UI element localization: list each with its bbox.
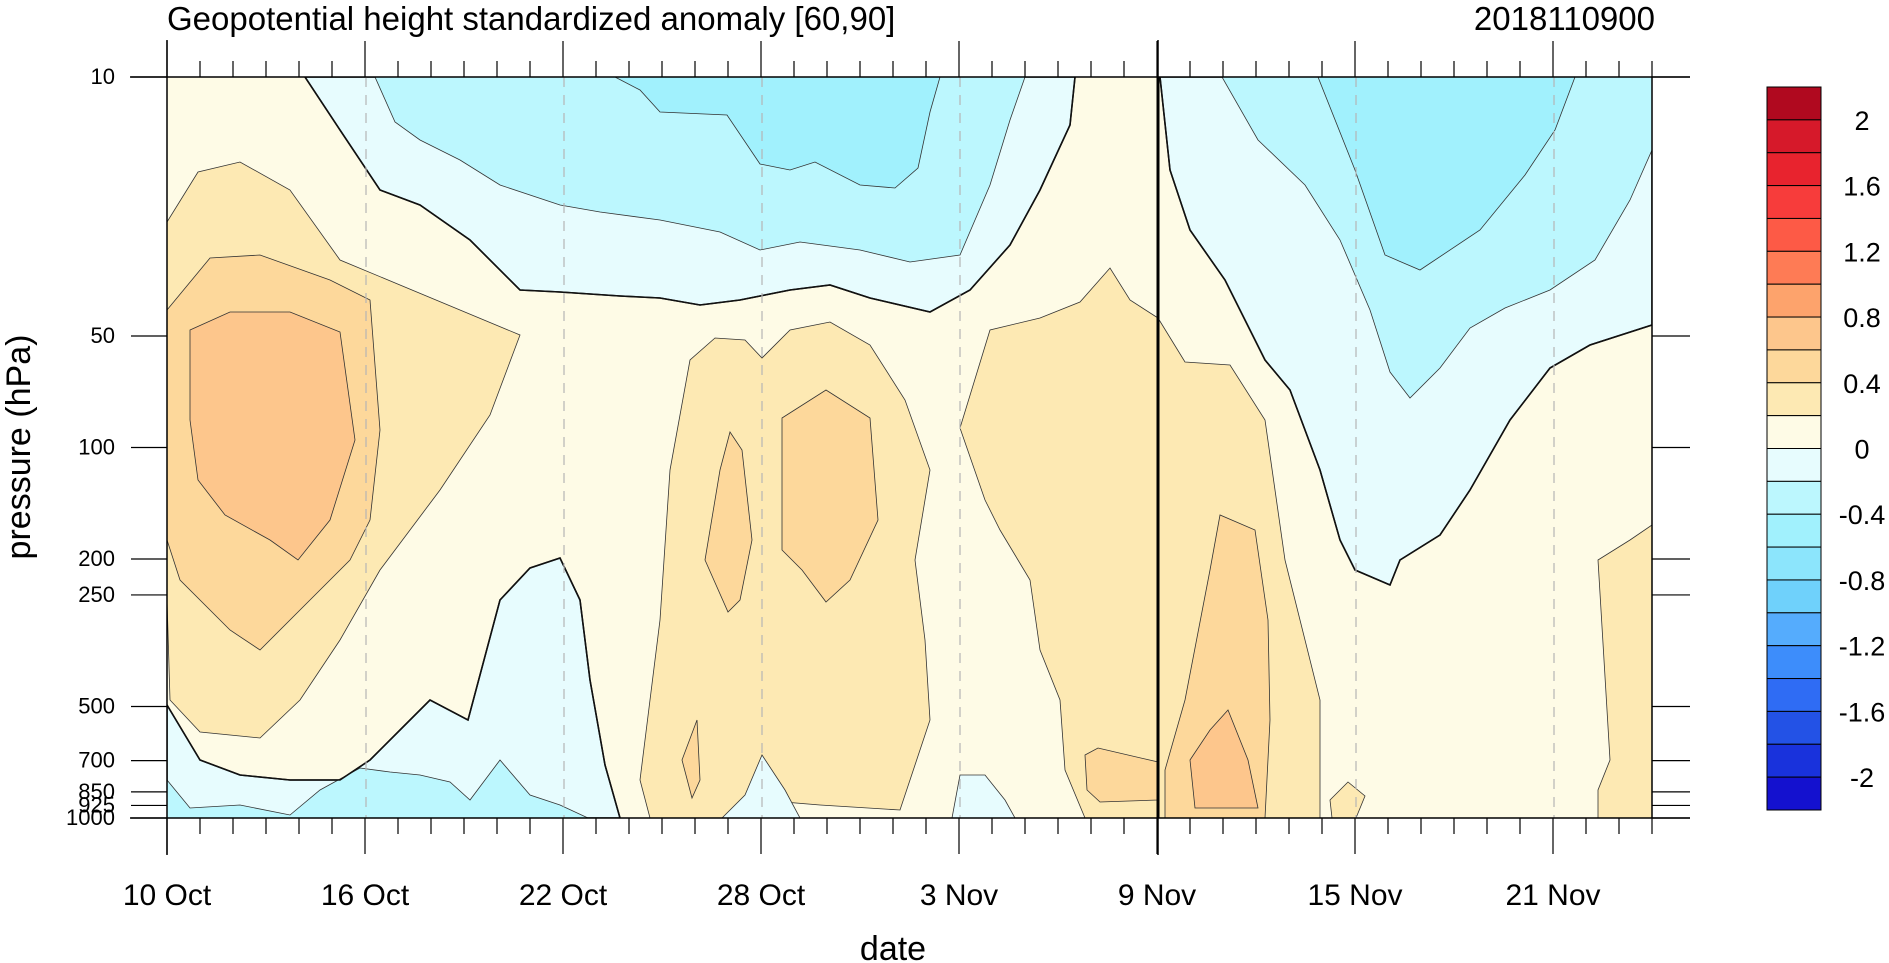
colorbar-swatch — [1766, 152, 1822, 187]
colorbar-tick-label: 0 — [1854, 435, 1869, 465]
colorbar-swatch — [1766, 480, 1822, 515]
colorbar-swatch — [1766, 579, 1822, 614]
zero-contour-line-right — [1159, 77, 1652, 587]
contour-band-negative-0.6-top — [614, 77, 941, 189]
y-tick-label: 100 — [78, 435, 115, 460]
colorbar-swatch — [1766, 546, 1822, 581]
colorbar-swatch — [1766, 382, 1822, 417]
chart-date-stamp: 2018110900 — [1473, 0, 1655, 37]
contour-band-positive-0.6-post — [1189, 709, 1259, 809]
colorbar-swatch — [1766, 283, 1822, 318]
colorbar-tick-label: 0.4 — [1843, 369, 1881, 399]
x-tick-label: 9 Nov — [1118, 879, 1196, 912]
colorbar-swatch — [1766, 743, 1822, 778]
x-tick-label: 21 Nov — [1505, 879, 1600, 912]
colorbar-swatch — [1766, 678, 1822, 712]
contour-band-positive-0.4-mid-c — [681, 719, 701, 800]
chart-title: Geopotential height standardized anomaly… — [167, 0, 896, 37]
contour-band-negative-0.6-right — [1317, 77, 1576, 271]
y-tick-label: 700 — [78, 748, 115, 773]
y-tick-label: 1000 — [66, 805, 115, 830]
colorbar-swatch — [1766, 250, 1822, 285]
x-axis-tick-labels: 10 Oct 16 Oct 22 Oct 28 Oct 3 Nov 9 Nov 15 Nov… — [123, 879, 1601, 912]
contour-band-positive-0.2-nov — [959, 267, 1159, 818]
colorbar-tick-label: -1.2 — [1839, 632, 1886, 662]
contour-band-negative-0.2-bottom-mid — [721, 754, 801, 818]
colorbar-swatch — [1766, 217, 1822, 252]
vertical-gridlines — [365, 77, 1555, 818]
y-tick-label: 200 — [78, 546, 115, 571]
colorbar-tick-label: -2 — [1850, 763, 1874, 793]
y-axis-ticks — [131, 76, 1690, 819]
colorbar — [1766, 86, 1822, 811]
contour-field — [167, 77, 1652, 818]
colorbar-tick-label: 1.6 — [1843, 172, 1881, 202]
contour-band-negative-0.4-bottom — [167, 759, 589, 818]
contour-band-positive-0.2-small — [1329, 781, 1366, 818]
colorbar-swatch — [1766, 776, 1822, 811]
contour-band-positive-0.4-post — [1164, 514, 1271, 818]
contour-band-positive-0.2-far-right — [1597, 524, 1652, 818]
colorbar-swatch — [1766, 710, 1822, 745]
contour-band-positive-0.4-mid-b — [781, 389, 879, 603]
colorbar-swatch — [1766, 645, 1822, 680]
x-axis-ticks — [166, 41, 1653, 854]
colorbar-swatch — [1766, 415, 1822, 449]
y-tick-label: 500 — [78, 693, 115, 718]
colorbar-tick-label: 1.2 — [1843, 237, 1881, 267]
x-tick-label: 3 Nov — [920, 879, 998, 912]
contour-band-positive-0.2-mid — [639, 321, 931, 818]
colorbar-tick-label: -0.4 — [1839, 500, 1886, 530]
colorbar-tick-label: 0.8 — [1843, 303, 1881, 333]
colorbar-tick-label: 2 — [1854, 106, 1869, 136]
y-tick-label: 250 — [78, 582, 115, 607]
y-tick-label: 10 — [91, 64, 115, 89]
x-tick-label: 10 Oct — [123, 879, 212, 912]
colorbar-tick-labels: 2 1.6 1.2 0.8 0.4 0 -0.4 -0.8 -1.2 -1.6 -2 — [1839, 106, 1886, 793]
colorbar-swatch — [1766, 185, 1822, 219]
contour-band-negative-0.2-bottom-nov — [951, 774, 1016, 818]
zero-contour-line-top — [304, 77, 1076, 313]
x-tick-label: 15 Nov — [1307, 879, 1402, 912]
y-tick-label: 925 — [78, 792, 115, 817]
contour-band-positive-0.6-left — [189, 311, 356, 561]
colorbar-tick-label: -0.8 — [1839, 566, 1886, 596]
y-tick-label: 850 — [78, 779, 115, 804]
zero-contour-line-bottom — [167, 557, 621, 818]
colorbar-tick-label: -1.6 — [1839, 697, 1886, 727]
x-tick-label: 22 Oct — [519, 879, 608, 912]
y-axis-label: pressure (hPa) — [0, 335, 38, 560]
colorbar-swatch — [1766, 448, 1822, 482]
colorbar-swatch — [1766, 349, 1822, 384]
x-tick-label: 28 Oct — [717, 879, 806, 912]
colorbar-swatch — [1766, 513, 1822, 548]
colorbar-swatch — [1766, 612, 1822, 647]
y-tick-label: 50 — [91, 323, 115, 348]
x-tick-label: 16 Oct — [321, 879, 410, 912]
contour-band-positive-0.4-mid-a — [704, 431, 753, 613]
colorbar-swatch — [1766, 119, 1822, 154]
x-axis-label: date — [860, 930, 926, 963]
colorbar-swatch — [1766, 86, 1822, 121]
colorbar-swatch — [1766, 316, 1822, 351]
